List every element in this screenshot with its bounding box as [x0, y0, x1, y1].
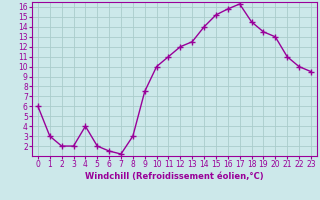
X-axis label: Windchill (Refroidissement éolien,°C): Windchill (Refroidissement éolien,°C)	[85, 172, 264, 181]
